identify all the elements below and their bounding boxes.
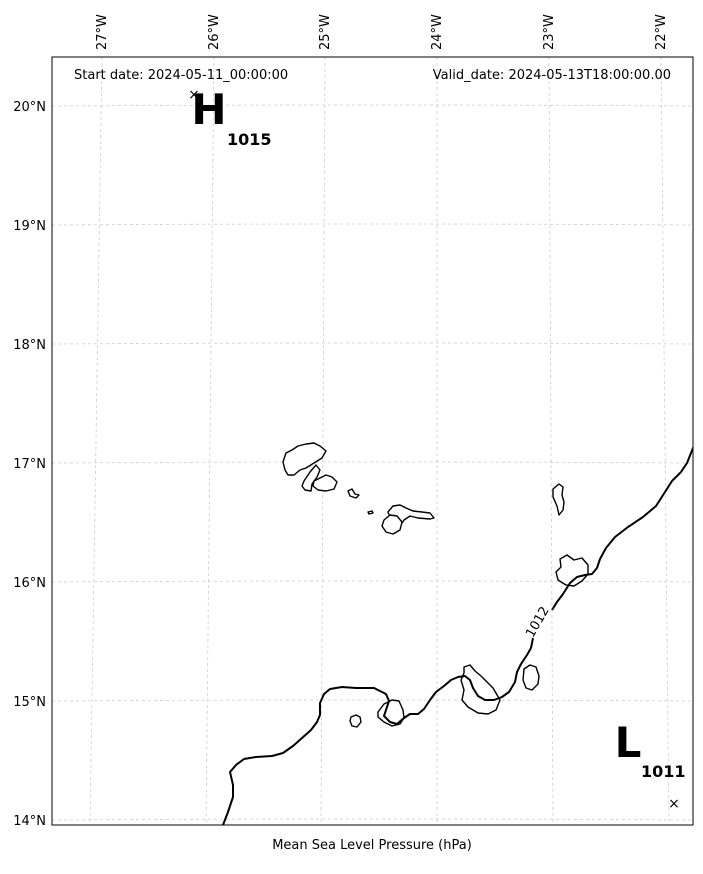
lat-tick-label: 14°N <box>13 814 46 829</box>
island-sao-nicolau-east <box>381 514 403 535</box>
isobar-1012-line <box>551 445 693 611</box>
lon-gridline <box>548 57 554 825</box>
lat-gridline <box>52 223 693 226</box>
lon-tick-label: 26°W <box>207 14 222 50</box>
lon-gridline <box>89 57 103 825</box>
lon-tick-label: 22°W <box>654 14 669 50</box>
isobar-1012-label: 1012 <box>523 604 553 640</box>
island-raso <box>367 510 374 515</box>
x-axis-label: Mean Sea Level Pressure (hPa) <box>272 838 472 853</box>
lat-tick-label: 19°N <box>13 219 46 234</box>
start-date-label: Start date: 2024-05-11_00:00:00 <box>74 68 288 83</box>
high-pressure-center: × H 1015 <box>188 85 271 149</box>
low-pressure-letter: L <box>615 718 642 767</box>
lat-tick-label: 15°N <box>13 695 46 710</box>
lat-gridline <box>52 342 693 345</box>
lon-tick-label: 25°W <box>318 14 333 50</box>
low-center-marker: × <box>668 796 680 812</box>
lon-gridline <box>320 57 326 825</box>
island-santa-luzia <box>312 474 338 492</box>
island-maio <box>522 664 540 691</box>
island-sal <box>552 483 565 516</box>
lat-gridline <box>52 104 693 107</box>
high-pressure-value: 1015 <box>227 130 272 149</box>
high-pressure-letter: H <box>191 85 226 134</box>
graticule <box>52 57 693 825</box>
isobar-1012-line <box>222 637 534 825</box>
lat-tick-label: 16°N <box>13 576 46 591</box>
island-santo-antao <box>282 442 327 476</box>
lon-gridline <box>660 57 670 825</box>
map-frame <box>51 56 694 826</box>
island-boa-vista <box>555 554 589 587</box>
valid-date-label: Valid_date: 2024-05-13T18:00:00.00 <box>433 68 671 83</box>
lon-tick-label: 27°W <box>95 14 110 50</box>
lon-gridline <box>205 57 215 825</box>
island-branco <box>347 488 360 499</box>
longitude-tick-labels: 27°W 26°W 25°W 24°W 23°W 22°W <box>95 14 669 50</box>
coastlines <box>282 442 589 728</box>
low-pressure-value: 1011 <box>641 762 686 781</box>
lat-gridline <box>52 461 693 464</box>
lon-tick-label: 24°W <box>430 14 445 50</box>
high-center-marker: × <box>188 87 200 103</box>
island-santiago <box>460 664 501 715</box>
latitude-tick-labels: 20°N 19°N 18°N 17°N 16°N 15°N 14°N <box>13 100 46 829</box>
lat-gridline <box>52 580 693 583</box>
lon-tick-label: 23°W <box>542 14 557 50</box>
lat-gridline <box>52 699 693 702</box>
island-brava <box>349 714 362 728</box>
lat-gridline <box>52 818 693 821</box>
low-pressure-center: L 1011 × <box>615 718 686 812</box>
lat-tick-label: 18°N <box>13 338 46 353</box>
map-area: 1012 × H 1015 L 1011 × <box>52 57 693 825</box>
lat-tick-label: 20°N <box>13 100 46 115</box>
lat-tick-label: 17°N <box>13 457 46 472</box>
